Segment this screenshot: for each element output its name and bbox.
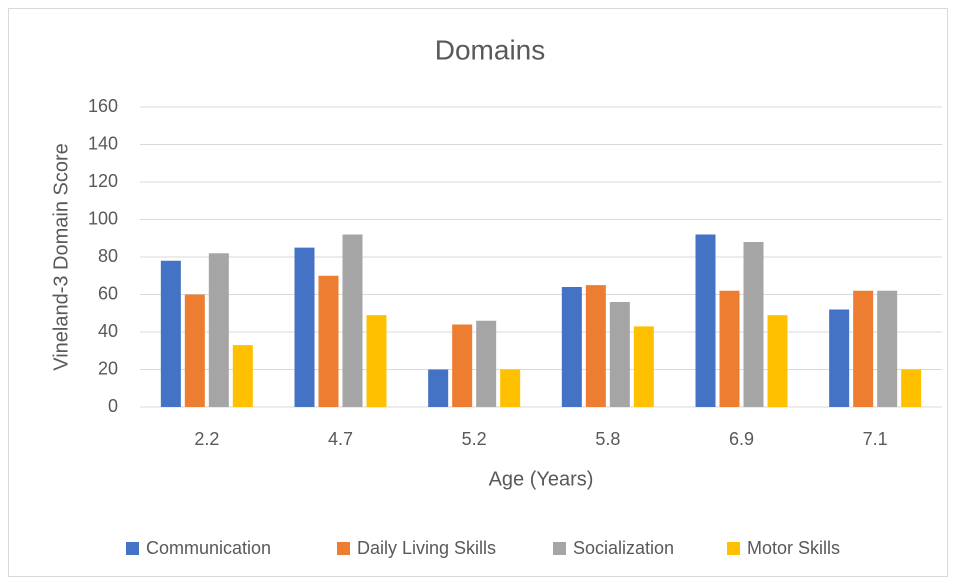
bar (342, 234, 363, 407)
y-tick-label: 160 (88, 96, 118, 116)
bar (695, 234, 716, 407)
chart-frame (8, 8, 948, 577)
y-tick-label: 40 (98, 321, 118, 341)
bar (767, 315, 788, 407)
bar (585, 285, 606, 407)
bar (500, 369, 521, 407)
bar (366, 315, 387, 407)
bar (633, 326, 654, 407)
legend-label: Communication (146, 538, 271, 558)
x-tick-label: 2.2 (194, 429, 219, 449)
x-tick-label: 7.1 (863, 429, 888, 449)
y-tick-label: 20 (98, 358, 118, 378)
bar (561, 287, 582, 407)
bar (160, 260, 181, 407)
y-tick-label: 140 (88, 133, 118, 153)
x-axis-label: Age (Years) (489, 468, 594, 490)
x-tick-label: 5.2 (462, 429, 487, 449)
bar (428, 369, 449, 407)
bar (853, 290, 874, 407)
legend-swatch (126, 542, 139, 555)
y-tick-label: 0 (108, 396, 118, 416)
bar (901, 369, 922, 407)
x-tick-label: 4.7 (328, 429, 353, 449)
bar (609, 302, 630, 407)
legend-swatch (337, 542, 350, 555)
legend-label: Motor Skills (747, 538, 840, 558)
y-tick-label: 120 (88, 171, 118, 191)
y-axis-label: Vineland-3 Domain Score (50, 143, 72, 371)
x-tick-label: 5.8 (595, 429, 620, 449)
bar (743, 242, 764, 407)
y-tick-label: 60 (98, 283, 118, 303)
bar (877, 290, 898, 407)
chart-title: Domains (435, 34, 545, 65)
y-tick-label: 100 (88, 208, 118, 228)
bar (232, 345, 253, 407)
bar (294, 247, 315, 407)
legend-label: Socialization (573, 538, 674, 558)
legend-label: Daily Living Skills (357, 538, 496, 558)
bar (318, 275, 339, 407)
bar (719, 290, 740, 407)
y-tick-label: 80 (98, 246, 118, 266)
bar (476, 320, 497, 407)
bar (452, 324, 473, 407)
bar (829, 309, 850, 407)
bar (208, 253, 229, 407)
legend-swatch (727, 542, 740, 555)
bar (184, 294, 205, 407)
legend-swatch (553, 542, 566, 555)
x-tick-label: 6.9 (729, 429, 754, 449)
